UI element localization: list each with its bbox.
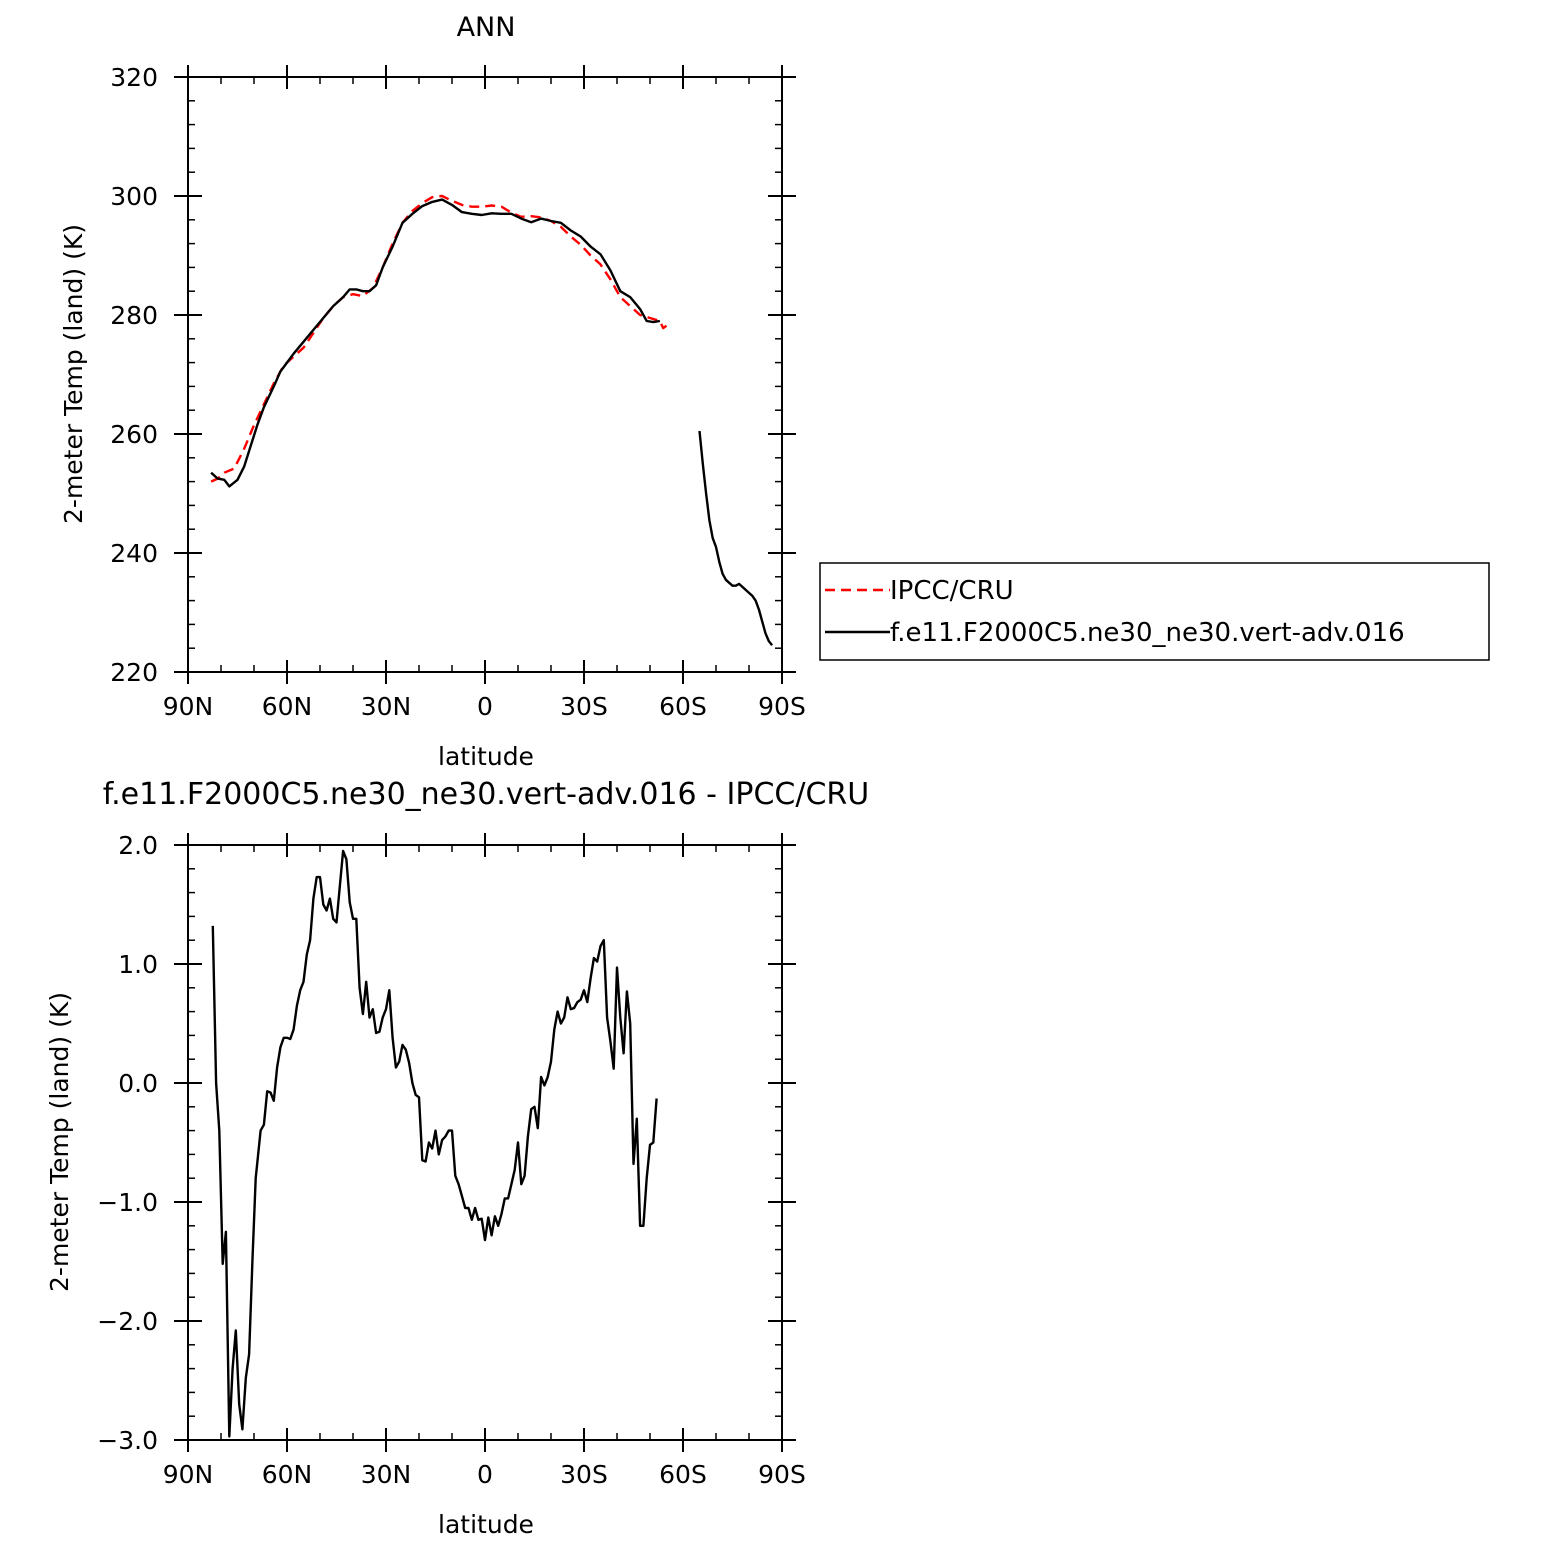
bottom-x-tick-label: 60S — [659, 1460, 707, 1489]
bottom-series-line-0 — [211, 849, 658, 1438]
top-y-tick-label: 240 — [110, 539, 158, 568]
top-series-line-0 — [210, 194, 668, 483]
bottom-y-tick-label: 0.0 — [118, 1069, 158, 1098]
top-y-tick-label: 220 — [110, 658, 158, 687]
bottom-y-tick-label: −2.0 — [97, 1307, 158, 1336]
top-x-tick-label: 30S — [560, 692, 608, 721]
top-y-tick-label: 320 — [110, 63, 158, 92]
top-series-line-1 — [698, 430, 774, 646]
top-x-tick-label: 60S — [659, 692, 707, 721]
bottom-y-tick-label: 2.0 — [118, 831, 158, 860]
bottom-y-tick-label: −3.0 — [97, 1426, 158, 1455]
top-plot-frame — [187, 76, 783, 673]
bottom-x-tick-label: 90S — [758, 1460, 806, 1489]
top-chart-title: ANN — [457, 12, 516, 43]
legend: IPCC/CRU f.e11.F2000C5.ne30_ne30.vert-ad… — [819, 562, 1490, 661]
top-y-axis-label: 2-meter Temp (land) (K) — [59, 224, 88, 524]
top-series-line-1 — [210, 198, 661, 488]
top-panel: ANN 90N 60N 30N 0 30S 60S 90S 220 240 260 280 300 32… — [59, 12, 1490, 771]
bottom-plot-frame — [187, 844, 783, 1441]
bottom-x-tick-label: 90N — [163, 1460, 214, 1489]
top-x-tick-label: 0 — [477, 692, 493, 721]
legend-box — [819, 562, 1490, 661]
bottom-x-tick-label: 30N — [361, 1460, 412, 1489]
top-plot-area: 90N 60N 30N 0 30S 60S 90S 220 240 260 280 300 320 — [110, 63, 806, 721]
top-x-tick-label: 30N — [361, 692, 412, 721]
top-x-tick-label: 90N — [163, 692, 214, 721]
top-y-tick-label: 280 — [110, 301, 158, 330]
bottom-panel: f.e11.F2000C5.ne30_ne30.vert-adv.016 - I… — [45, 777, 869, 1539]
top-x-axis-label: latitude — [438, 742, 534, 771]
top-y-tick-label: 260 — [110, 420, 158, 449]
bottom-y-tick-label: −1.0 — [97, 1188, 158, 1217]
bottom-x-tick-label: 30S — [560, 1460, 608, 1489]
bottom-chart-title: f.e11.F2000C5.ne30_ne30.vert-adv.016 - I… — [103, 777, 869, 812]
bottom-y-axis-label: 2-meter Temp (land) (K) — [45, 992, 74, 1292]
legend-label-model: f.e11.F2000C5.ne30_ne30.vert-adv.016 — [890, 618, 1405, 648]
bottom-x-axis-label: latitude — [438, 1510, 534, 1539]
bottom-x-tick-label: 60N — [262, 1460, 313, 1489]
bottom-plot-area: 90N 60N 30N 0 30S 60S 90S −3.0 −2.0 −1.0 0.0 1.0 2.0 — [97, 831, 806, 1489]
bottom-x-tick-label: 0 — [477, 1460, 493, 1489]
legend-label-ipcc: IPCC/CRU — [890, 576, 1014, 606]
top-x-tick-label: 60N — [262, 692, 313, 721]
top-y-tick-label: 300 — [110, 182, 158, 211]
bottom-y-tick-label: 1.0 — [118, 950, 158, 979]
top-x-tick-label: 90S — [758, 692, 806, 721]
